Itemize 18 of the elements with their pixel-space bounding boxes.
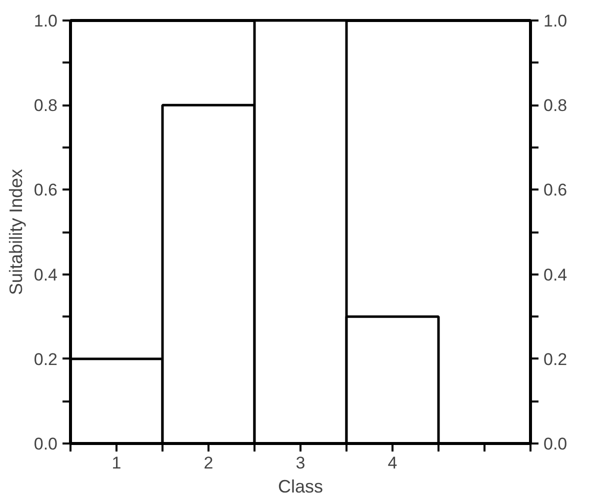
y2-tick-label: 0.8 [544, 96, 568, 116]
y2-tick-label: 0.6 [544, 180, 568, 200]
y-tick-label: 0.0 [34, 434, 58, 454]
x-tick-label: 3 [296, 454, 306, 472]
x-axis-title: Class [278, 476, 324, 496]
y-tick-label: 0.2 [34, 350, 58, 369]
y-tick-label: 0.8 [34, 96, 58, 116]
y2-tick-label: 0.0 [544, 434, 568, 454]
x-tick-label: 4 [388, 454, 398, 472]
y2-tick-label: 0.4 [544, 265, 568, 284]
x-tick-label: 1 [112, 454, 122, 472]
y-axis-title: Suitability Index [6, 168, 26, 296]
y2-tick-label: 1.0 [544, 12, 568, 30]
y-tick-label: 0.6 [34, 180, 58, 200]
x-tick-label: 2 [204, 454, 214, 472]
y-tick-label: 1.0 [34, 12, 58, 30]
y-tick-label: 0.4 [34, 265, 58, 284]
y2-tick-label: 0.2 [544, 350, 568, 369]
